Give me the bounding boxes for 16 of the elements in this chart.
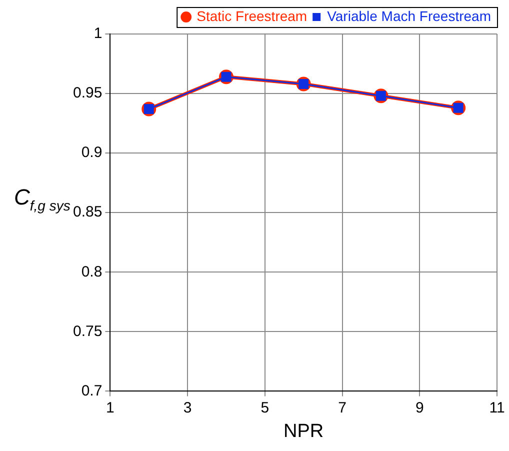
x-tick-label: 9 bbox=[415, 399, 424, 416]
x-axis-title: NPR bbox=[284, 420, 324, 442]
y-tick-label: 0.8 bbox=[81, 263, 102, 280]
y-tick-label: 1 bbox=[94, 25, 102, 42]
y-tick-label: 0.95 bbox=[72, 84, 102, 102]
y-tick-label: 0.75 bbox=[72, 322, 102, 340]
x-tick-label: 11 bbox=[489, 399, 505, 416]
y-tick-label: 0.9 bbox=[81, 144, 102, 162]
y-tick-label: 0.7 bbox=[81, 382, 102, 400]
x-tick-label: 3 bbox=[183, 399, 192, 416]
x-tick-label: 7 bbox=[338, 399, 346, 416]
legend-label: Variable Mach Freestream bbox=[327, 8, 492, 24]
x-tick-label: 5 bbox=[260, 399, 270, 416]
legend-label: Static Freestream bbox=[196, 8, 308, 24]
x-tick-label: 1 bbox=[106, 399, 114, 416]
y-tick-label: 0.85 bbox=[72, 204, 102, 221]
